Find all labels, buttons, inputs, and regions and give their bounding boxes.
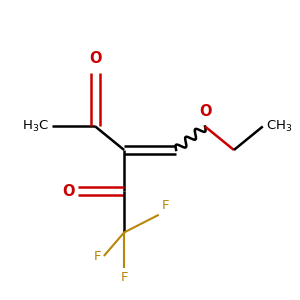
Text: O: O [89, 51, 101, 66]
Text: O: O [199, 104, 211, 119]
Text: F: F [162, 199, 169, 212]
Text: F: F [94, 250, 101, 262]
Text: O: O [62, 184, 75, 199]
Text: CH$_3$: CH$_3$ [266, 119, 292, 134]
Text: H$_3$C: H$_3$C [22, 119, 49, 134]
Text: F: F [120, 271, 128, 284]
